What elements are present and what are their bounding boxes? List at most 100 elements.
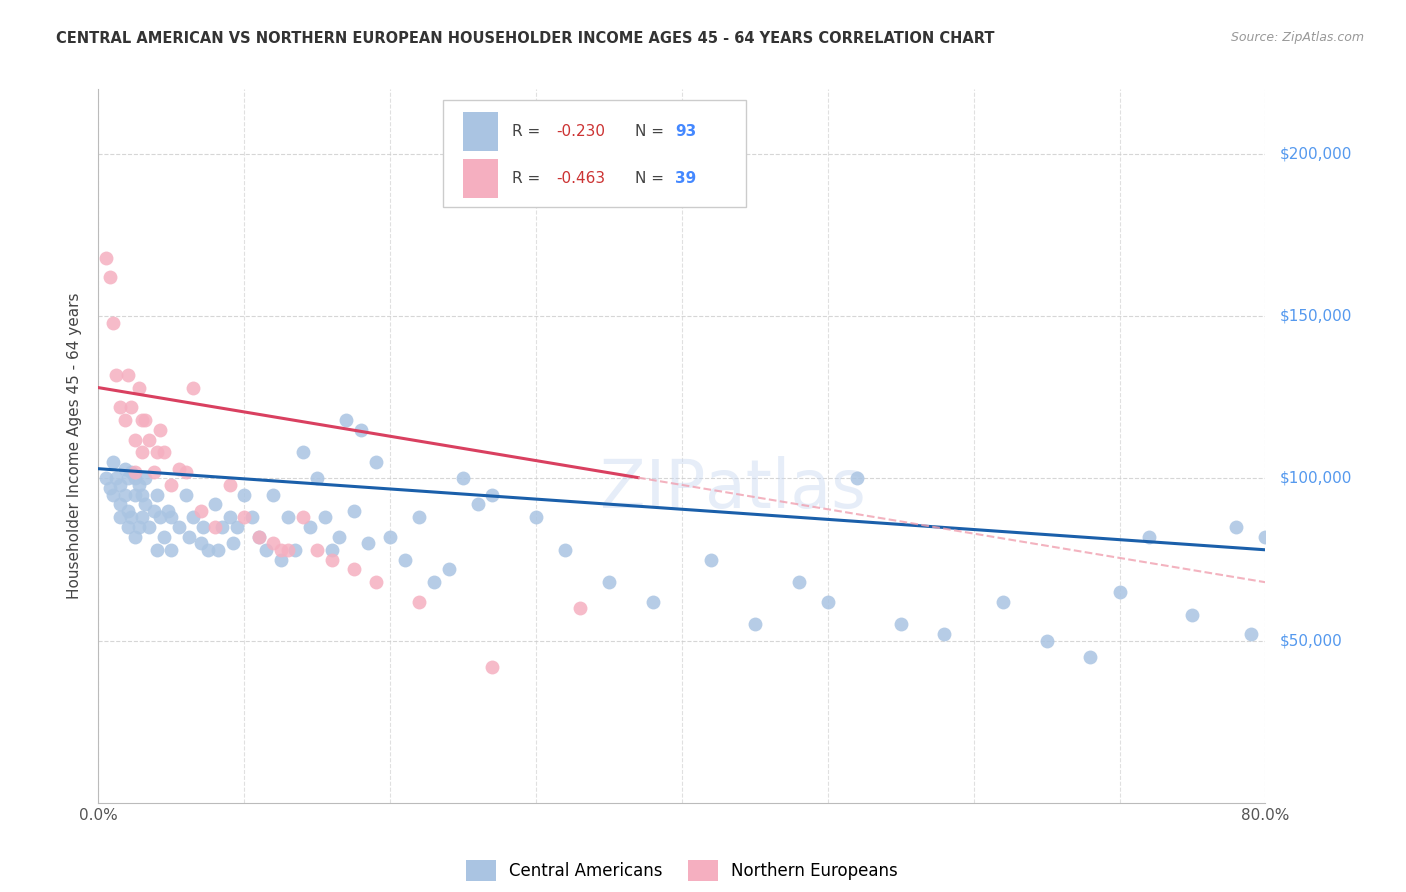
Point bbox=[131, 488, 153, 502]
Point bbox=[408, 595, 430, 609]
Point bbox=[314, 510, 336, 524]
Point bbox=[160, 542, 183, 557]
Text: $200,000: $200,000 bbox=[1279, 146, 1351, 161]
Point bbox=[110, 497, 132, 511]
Point bbox=[254, 542, 277, 557]
Point bbox=[357, 536, 380, 550]
Point bbox=[554, 542, 576, 557]
Point bbox=[378, 530, 402, 544]
Point bbox=[124, 471, 146, 485]
Point bbox=[641, 595, 664, 609]
Point bbox=[149, 510, 172, 524]
Point bbox=[114, 461, 136, 475]
Point bbox=[114, 488, 136, 502]
Point bbox=[134, 497, 156, 511]
Point bbox=[117, 520, 139, 534]
Point bbox=[423, 575, 446, 590]
Point bbox=[204, 497, 226, 511]
Point bbox=[142, 465, 165, 479]
Point bbox=[364, 455, 387, 469]
Point bbox=[128, 381, 150, 395]
Point bbox=[890, 617, 912, 632]
Point bbox=[193, 520, 215, 534]
Point bbox=[120, 465, 142, 479]
Point bbox=[104, 471, 127, 485]
Point bbox=[117, 504, 139, 518]
Point bbox=[1108, 585, 1130, 599]
Point bbox=[350, 423, 373, 437]
Point bbox=[598, 575, 620, 590]
Point bbox=[991, 595, 1014, 609]
Point bbox=[218, 510, 240, 524]
Point bbox=[160, 478, 183, 492]
Point bbox=[177, 530, 200, 544]
Point bbox=[787, 575, 810, 590]
Point bbox=[101, 316, 124, 330]
Text: $100,000: $100,000 bbox=[1279, 471, 1351, 486]
FancyBboxPatch shape bbox=[463, 112, 498, 151]
Point bbox=[221, 536, 243, 550]
Point bbox=[153, 445, 176, 459]
Point bbox=[247, 530, 270, 544]
Text: N =: N = bbox=[636, 171, 669, 186]
Point bbox=[328, 530, 350, 544]
Point bbox=[270, 542, 292, 557]
Point bbox=[481, 488, 503, 502]
Point bbox=[262, 536, 284, 550]
Text: R =: R = bbox=[512, 171, 544, 186]
Point bbox=[174, 488, 197, 502]
Point bbox=[270, 552, 292, 566]
Point bbox=[131, 510, 153, 524]
Point bbox=[110, 510, 132, 524]
Point bbox=[190, 504, 212, 518]
Point bbox=[124, 530, 146, 544]
Point bbox=[124, 433, 146, 447]
Point bbox=[240, 510, 263, 524]
Point bbox=[134, 471, 156, 485]
Point bbox=[207, 542, 229, 557]
Text: N =: N = bbox=[636, 124, 669, 139]
Text: Source: ZipAtlas.com: Source: ZipAtlas.com bbox=[1230, 31, 1364, 45]
Text: -0.230: -0.230 bbox=[555, 124, 605, 139]
Point bbox=[117, 471, 139, 485]
Point bbox=[307, 542, 329, 557]
Text: 39: 39 bbox=[675, 171, 696, 186]
Point bbox=[142, 504, 165, 518]
Text: atlas: atlas bbox=[706, 456, 866, 522]
Point bbox=[817, 595, 839, 609]
Point bbox=[247, 530, 270, 544]
Point bbox=[138, 520, 160, 534]
Point bbox=[335, 413, 357, 427]
Point bbox=[408, 510, 430, 524]
Point bbox=[131, 413, 153, 427]
Point bbox=[101, 455, 124, 469]
Point bbox=[451, 471, 474, 485]
Point bbox=[101, 488, 124, 502]
Point bbox=[233, 488, 256, 502]
Point bbox=[364, 575, 387, 590]
Point bbox=[98, 481, 121, 495]
Point bbox=[138, 433, 160, 447]
Point bbox=[146, 445, 169, 459]
Point bbox=[124, 488, 146, 502]
Point bbox=[1254, 530, 1277, 544]
Point bbox=[120, 400, 142, 414]
Point bbox=[149, 423, 172, 437]
Point bbox=[94, 471, 117, 485]
Point bbox=[934, 627, 956, 641]
Point bbox=[167, 520, 190, 534]
Point bbox=[1225, 520, 1247, 534]
Point bbox=[98, 270, 121, 285]
Point bbox=[467, 497, 489, 511]
Text: R =: R = bbox=[512, 124, 544, 139]
Text: ZIP: ZIP bbox=[600, 456, 706, 522]
Point bbox=[174, 465, 197, 479]
Point bbox=[146, 542, 169, 557]
Point bbox=[1240, 627, 1263, 641]
Point bbox=[117, 368, 139, 382]
Point bbox=[1035, 633, 1057, 648]
Point bbox=[110, 400, 132, 414]
Point bbox=[197, 542, 219, 557]
Point bbox=[134, 413, 156, 427]
Text: -0.463: -0.463 bbox=[555, 171, 605, 186]
